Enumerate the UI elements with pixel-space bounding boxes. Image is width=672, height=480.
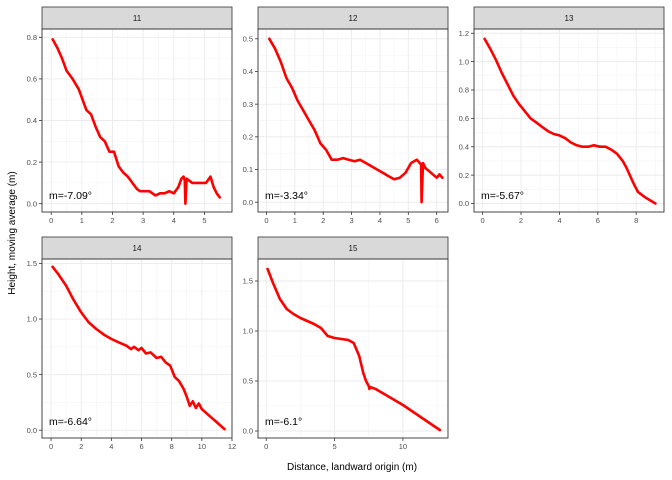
x-tick-label: 4 xyxy=(109,442,113,451)
x-tick-label: 2 xyxy=(519,216,523,225)
x-tick-label: 8 xyxy=(634,216,638,225)
x-tick-label: 3 xyxy=(141,216,145,225)
y-tick-label: 0.8 xyxy=(27,33,37,42)
y-tick-label: 0.3 xyxy=(243,100,253,109)
y-tick-label: 0.5 xyxy=(243,35,253,44)
y-tick-label: 0.2 xyxy=(27,158,37,167)
y-tick-label: 1.5 xyxy=(27,259,37,268)
panel-border xyxy=(257,28,449,213)
y-tick-label: 0.5 xyxy=(243,377,253,386)
x-tick-label: 0 xyxy=(481,216,485,225)
facet-13: 13 0 2 4 6 8 0.0 0.2 0.4 0.6 0.8 1.0 1.2 m=-5.67° xyxy=(459,6,665,225)
data-line xyxy=(267,37,444,204)
panel-border xyxy=(41,28,233,213)
data-line xyxy=(51,38,221,205)
x-tick-label: 5 xyxy=(332,442,336,451)
y-tick-label: 0.8 xyxy=(459,86,469,95)
facet-strip-label: 11 xyxy=(133,14,142,23)
panel-border xyxy=(41,258,233,439)
data-line xyxy=(266,267,442,432)
y-tick-label: 1.5 xyxy=(243,277,253,286)
x-tick-label: 4 xyxy=(557,216,561,225)
y-tick-label: 0.4 xyxy=(459,142,469,151)
facet-panels: 110 1 2 3 4 50.00.20.40.60.8m=-7.09°120 1 2 3 4 5 6… xyxy=(27,6,665,451)
facet-strip-label: 13 xyxy=(565,14,574,23)
y-tick-label: 0.5 xyxy=(27,370,37,379)
facet-12: 120 1 2 3 4 5 60.00.10.20.30.40.5m=-3.34° xyxy=(243,6,449,225)
y-axis-title: Height, moving average (m) xyxy=(7,171,18,294)
slope-annotation: m=-3.34° xyxy=(265,190,308,202)
y-tick-label: 0.1 xyxy=(243,165,253,174)
x-tick-label: 0 xyxy=(264,442,268,451)
x-tick-label: 2 xyxy=(110,216,114,225)
y-tick-label: 0.6 xyxy=(27,75,37,84)
y-tick-label: 1.0 xyxy=(243,327,253,336)
x-tick-label: 6 xyxy=(139,442,143,451)
y-tick-label: 1.0 xyxy=(459,57,469,66)
slope-annotation: m=-6.64° xyxy=(49,416,92,428)
facet-strip-label: 12 xyxy=(349,14,358,23)
x-tick-label: 0 xyxy=(49,216,53,225)
facet-11: 11 0 1 2 3 4 5 0.0 0.2 0.4 0.6 0.8 m=-7.09° xyxy=(27,6,233,225)
x-tick-label: 8 xyxy=(170,442,174,451)
y-tick-label: 0.4 xyxy=(27,116,37,125)
data-line xyxy=(483,37,657,205)
x-tick-label: 0 xyxy=(264,216,268,225)
facet-strip-label: 14 xyxy=(133,244,142,253)
data-line xyxy=(51,265,226,431)
x-tick-label: 1 xyxy=(293,216,297,225)
panel-border xyxy=(473,28,665,213)
x-tick-label: 2 xyxy=(321,216,325,225)
x-tick-label: 4 xyxy=(378,216,382,225)
y-tick-label: 0.2 xyxy=(459,171,469,180)
facet-14: 14 0 2 4 6 8 10 12 0.0 0.5 1.0 1.5 m=-6.64° xyxy=(27,236,236,451)
y-tick-label: 0.2 xyxy=(243,133,253,142)
y-tick-label: 0.0 xyxy=(27,199,37,208)
x-tick-label: 4 xyxy=(172,216,176,225)
y-tick-label: 0.0 xyxy=(459,199,469,208)
x-tick-label: 10 xyxy=(198,442,206,451)
slope-annotation: m=-7.09° xyxy=(49,190,92,202)
x-tick-label: 1 xyxy=(80,216,84,225)
y-tick-label: 0.0 xyxy=(243,427,253,436)
y-tick-label: 0.0 xyxy=(27,426,37,435)
x-tick-label: 6 xyxy=(596,216,600,225)
x-tick-label: 2 xyxy=(79,442,83,451)
slope-annotation: m=-5.67° xyxy=(481,190,524,202)
x-tick-label: 0 xyxy=(49,442,53,451)
x-tick-label: 6 xyxy=(435,216,439,225)
x-tick-label: 5 xyxy=(406,216,410,225)
facet-15: 15 0 5 10 0.0 0.5 1.0 1.5 m=-6.1° xyxy=(243,236,449,451)
panel-border xyxy=(257,258,449,439)
x-tick-label: 10 xyxy=(399,442,407,451)
y-tick-label: 0.0 xyxy=(243,198,253,207)
x-tick-label: 3 xyxy=(349,216,353,225)
y-tick-label: 1.0 xyxy=(27,315,37,324)
facet-strip-label: 15 xyxy=(349,244,358,253)
y-tick-label: 0.6 xyxy=(459,114,469,123)
y-tick-label: 0.4 xyxy=(243,67,253,76)
y-tick-label: 1.2 xyxy=(459,29,469,38)
slope-annotation: m=-6.1° xyxy=(265,416,302,428)
x-axis-title: Distance, landward origin (m) xyxy=(287,462,417,473)
x-tick-label: 5 xyxy=(202,216,206,225)
x-tick-label: 12 xyxy=(228,442,236,451)
